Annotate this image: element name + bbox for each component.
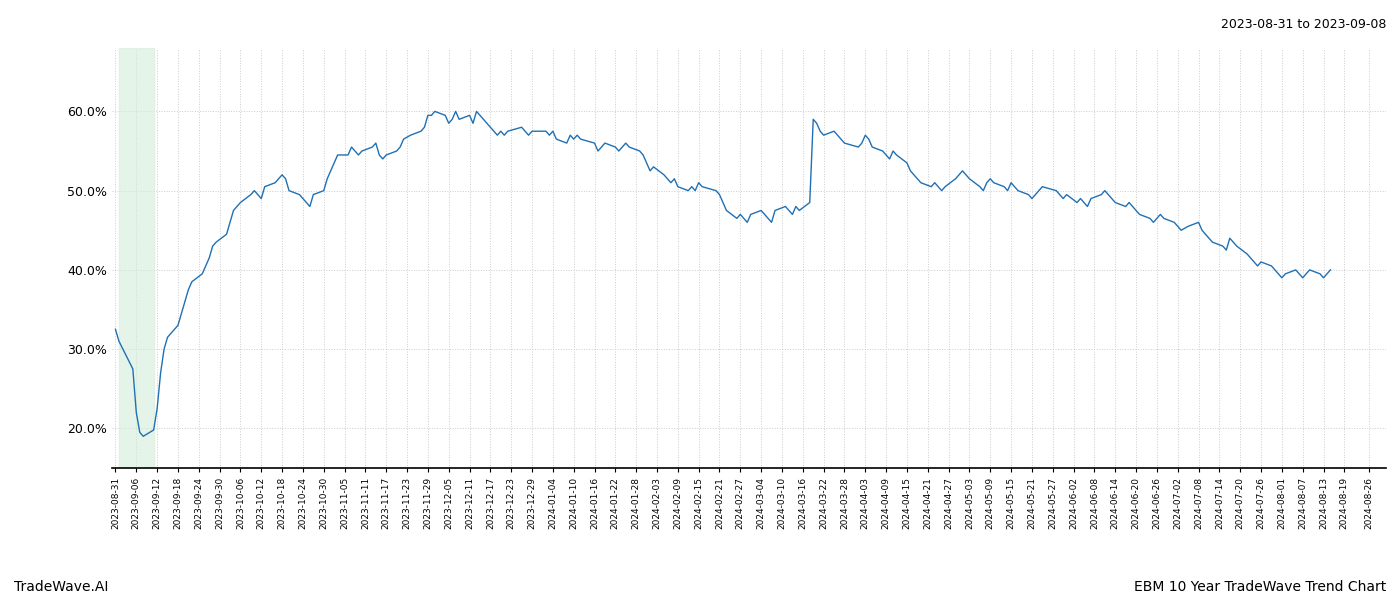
Text: EBM 10 Year TradeWave Trend Chart: EBM 10 Year TradeWave Trend Chart	[1134, 580, 1386, 594]
Bar	[119, 48, 154, 468]
Text: TradeWave.AI: TradeWave.AI	[14, 580, 108, 594]
Text: 2023-08-31 to 2023-09-08: 2023-08-31 to 2023-09-08	[1221, 18, 1386, 31]
